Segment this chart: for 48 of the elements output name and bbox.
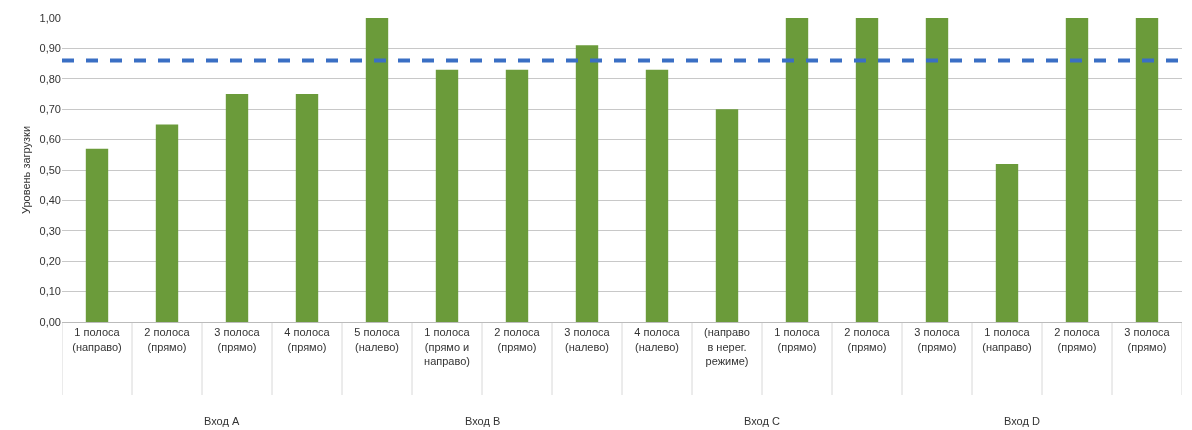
- x-tick-label: 1 полоса (направо): [982, 326, 1032, 353]
- bar: [785, 18, 809, 322]
- x-tick-label: 3 полоса (прямо): [214, 326, 261, 353]
- x-tick-label: 1 полоса (прямо): [774, 326, 821, 353]
- x-tick-label: 2 полоса (прямо): [844, 326, 891, 353]
- bar: [505, 69, 529, 322]
- x-tick-label: 4 полоса (налево): [634, 326, 681, 353]
- x-tick-label: 3 полоса (налево): [564, 326, 611, 353]
- x-tick-label: (направо в нерег. режиме): [704, 326, 750, 367]
- bar: [435, 69, 459, 322]
- bar: [645, 69, 669, 322]
- bar: [855, 18, 879, 322]
- y-tick-label: 0,60: [39, 133, 61, 146]
- bar: [1065, 18, 1089, 322]
- text: Вход A: [204, 415, 240, 427]
- bar: [155, 124, 179, 322]
- y-tick-label: 0,10: [39, 285, 61, 298]
- x-tick-label: 2 полоса (прямо): [494, 326, 541, 353]
- x-tick-label: 1 полоса (прямо и направо): [424, 326, 471, 367]
- x-tick-label: 4 полоса (прямо): [284, 326, 331, 353]
- x-tick-label: 5 полоса (налево): [354, 326, 401, 353]
- bar: [365, 18, 389, 322]
- bar: [715, 109, 739, 322]
- bar: [1135, 18, 1159, 322]
- text: Вход B: [465, 415, 501, 427]
- bar: [225, 94, 249, 322]
- bar: [575, 45, 599, 322]
- x-tick-label: 1 полоса (направо): [72, 326, 122, 353]
- x-tick-label: 3 полоса (прямо): [914, 326, 961, 353]
- bar: [85, 148, 109, 322]
- x-tick-label: 3 полоса (прямо): [1124, 326, 1171, 353]
- text: Вход D: [1004, 415, 1040, 427]
- y-tick-label: 0,70: [39, 103, 61, 116]
- y-tick-label: 0,40: [39, 194, 61, 207]
- y-axis-title: Уровень загрузки: [20, 125, 33, 215]
- y-tick-label: 0,80: [39, 72, 61, 85]
- bar: [925, 18, 949, 322]
- x-tick-label: 2 полоса (прямо): [144, 326, 191, 353]
- y-tick-label: 0,90: [39, 42, 61, 55]
- y-tick-label: 0,50: [39, 163, 61, 176]
- y-tick-label: 0,30: [39, 224, 61, 237]
- y-tick-label: 0,00: [39, 315, 61, 328]
- y-tick-label: 1,00: [39, 11, 61, 24]
- x-tick-label: 2 полоса (прямо): [1054, 326, 1101, 353]
- bar: [295, 94, 319, 322]
- y-tick-label: 0,20: [39, 255, 61, 268]
- bar: [995, 163, 1019, 322]
- text: Вход C: [744, 415, 780, 427]
